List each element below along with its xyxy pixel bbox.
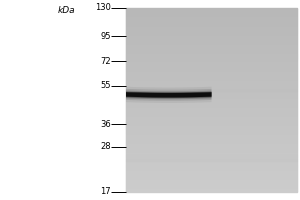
Text: 72: 72 [100, 57, 111, 66]
Polygon shape [126, 89, 212, 101]
Polygon shape [126, 87, 212, 103]
Text: 17: 17 [100, 188, 111, 196]
Polygon shape [126, 92, 212, 97]
Text: kDa: kDa [57, 6, 75, 15]
Polygon shape [126, 92, 212, 98]
Text: 28: 28 [100, 142, 111, 151]
Text: 95: 95 [100, 32, 111, 41]
Text: 55: 55 [100, 81, 111, 90]
Polygon shape [126, 90, 212, 99]
Text: 130: 130 [95, 3, 111, 12]
Text: 36: 36 [100, 120, 111, 129]
